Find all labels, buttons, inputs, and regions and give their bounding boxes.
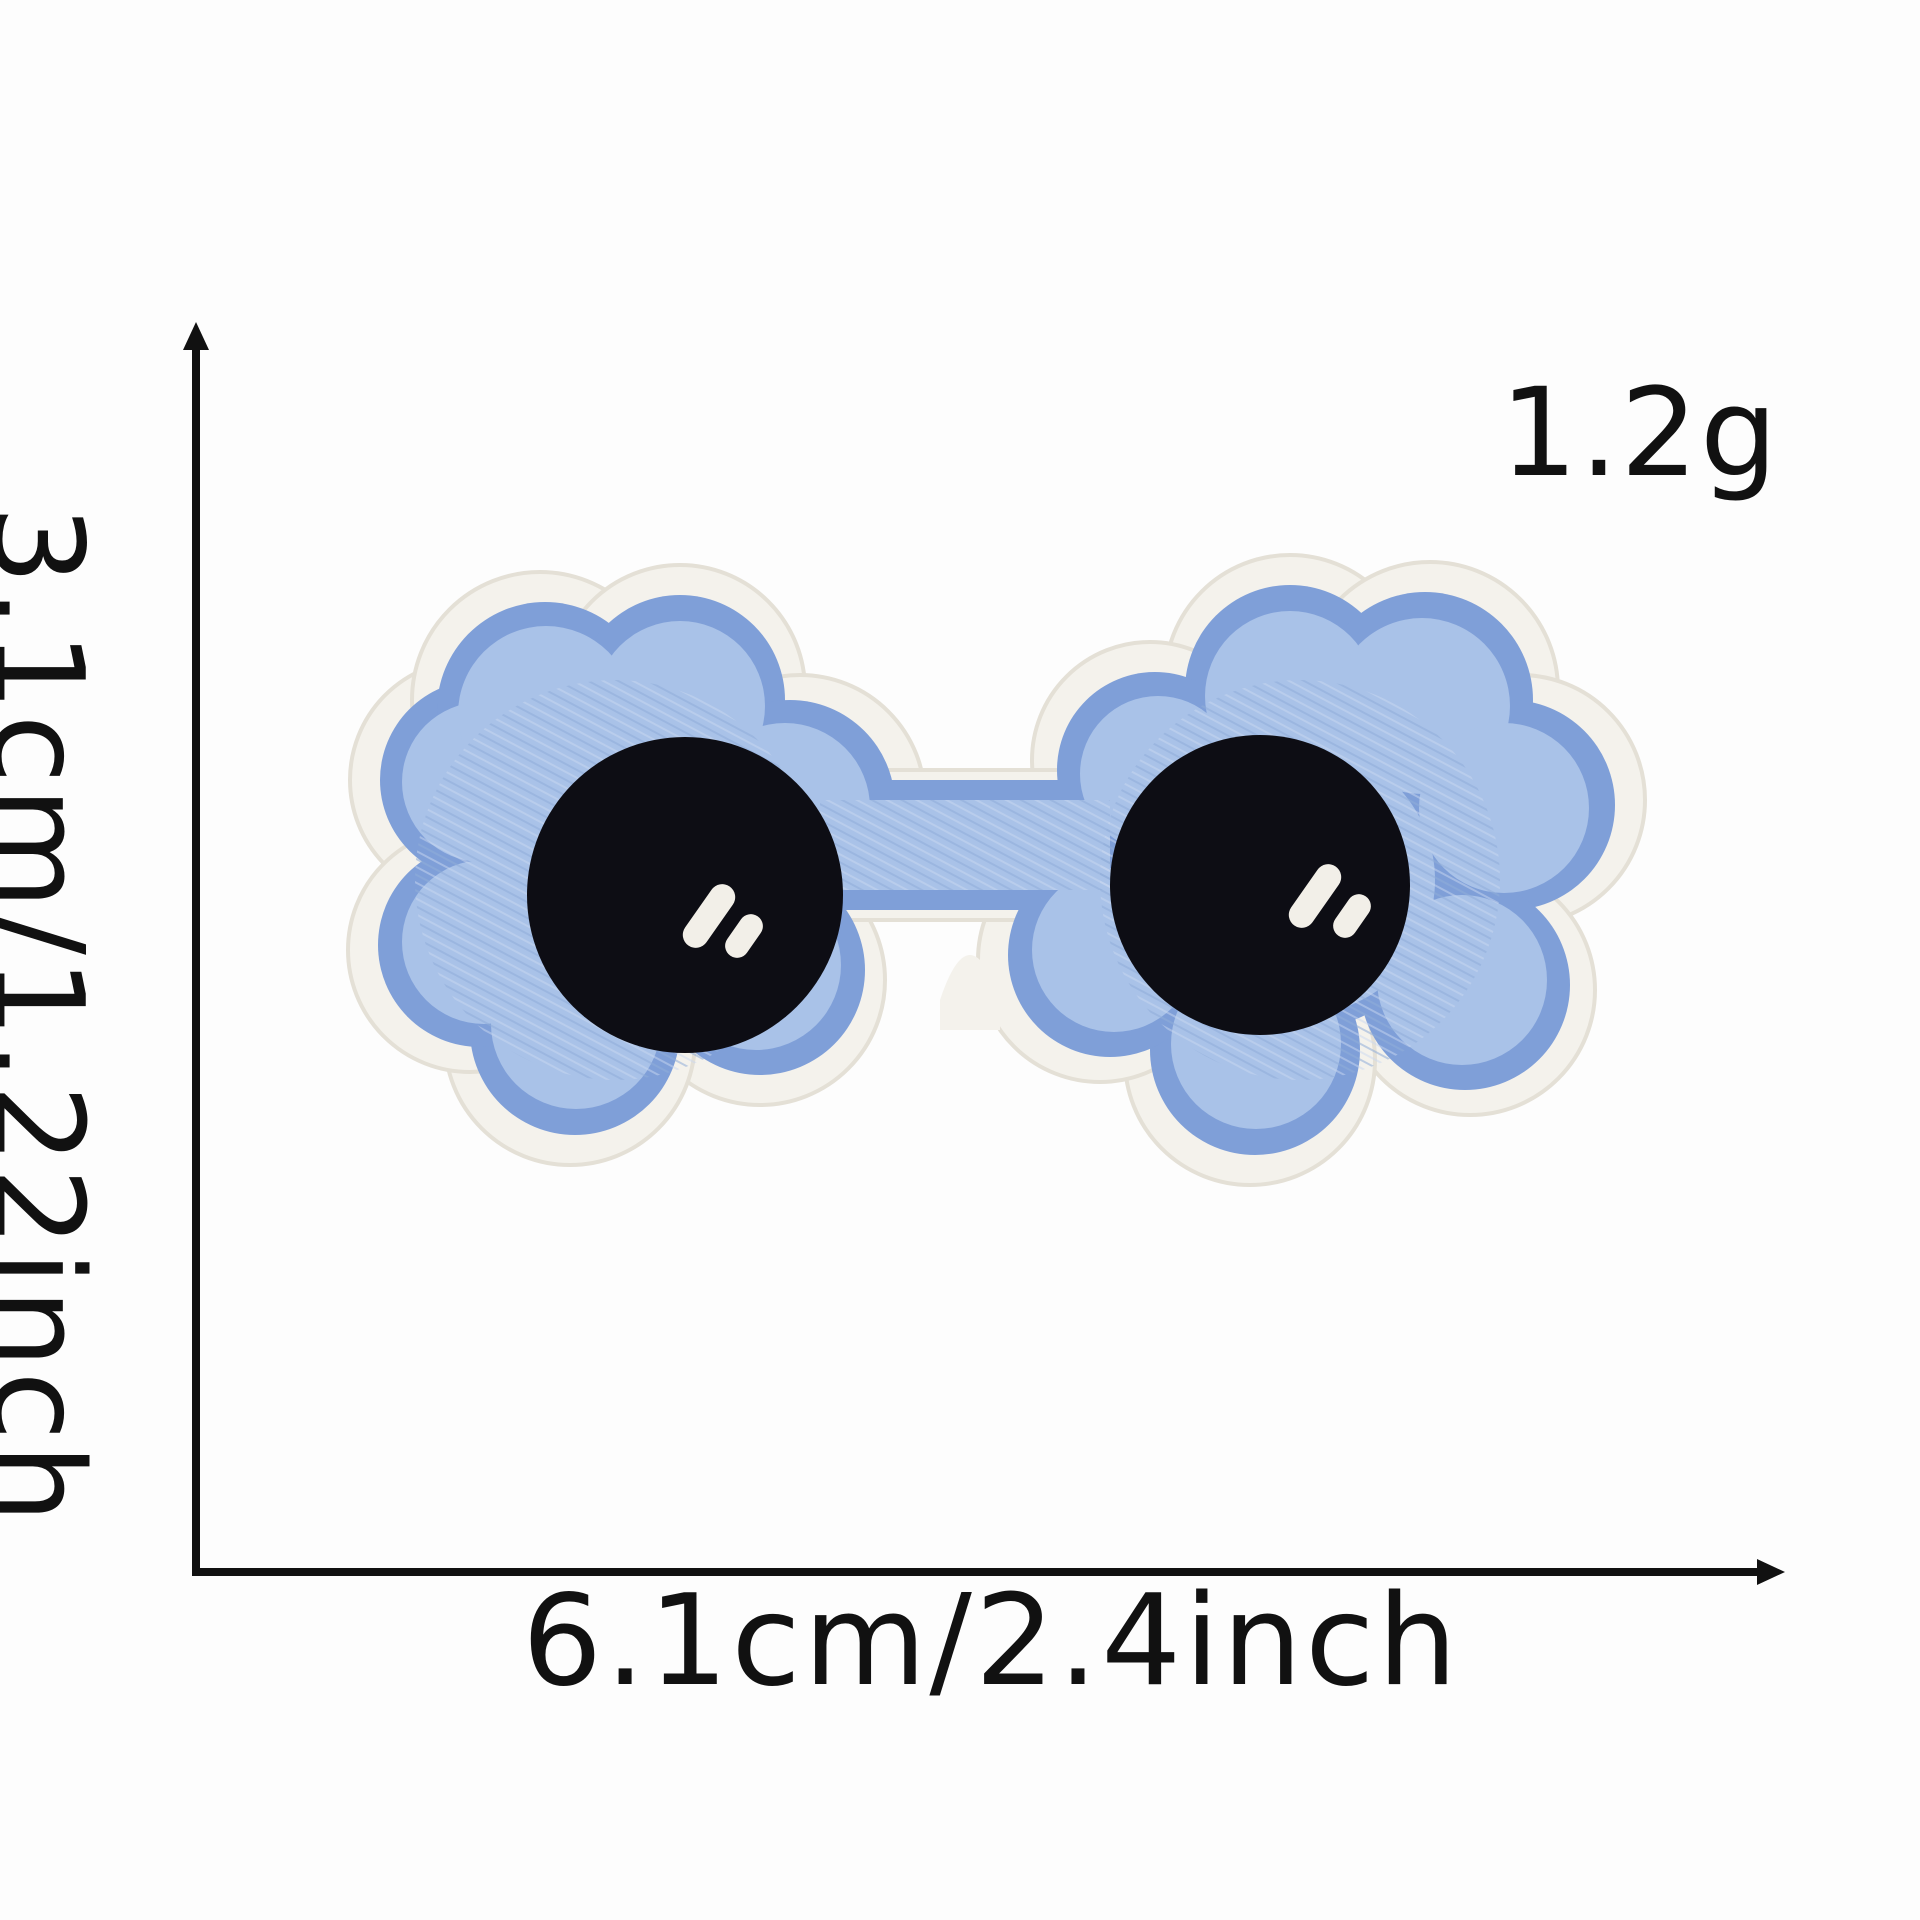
left-lens [527,737,843,1053]
right-lens [1110,735,1410,1035]
flower-sunglasses-patch-icon [346,553,1647,1187]
right-arrow-icon [1757,1559,1785,1585]
weight-label: 1.2g [1500,362,1780,504]
dimension-axes [183,322,1785,1585]
bridge-notch [940,955,1000,1030]
height-dimension-label: 3.1cm/1.22inch [0,505,111,1527]
up-arrow-icon [183,322,209,350]
lens-highlights [682,864,1371,958]
width-dimension-label: 6.1cm/2.4inch [522,1567,1461,1714]
